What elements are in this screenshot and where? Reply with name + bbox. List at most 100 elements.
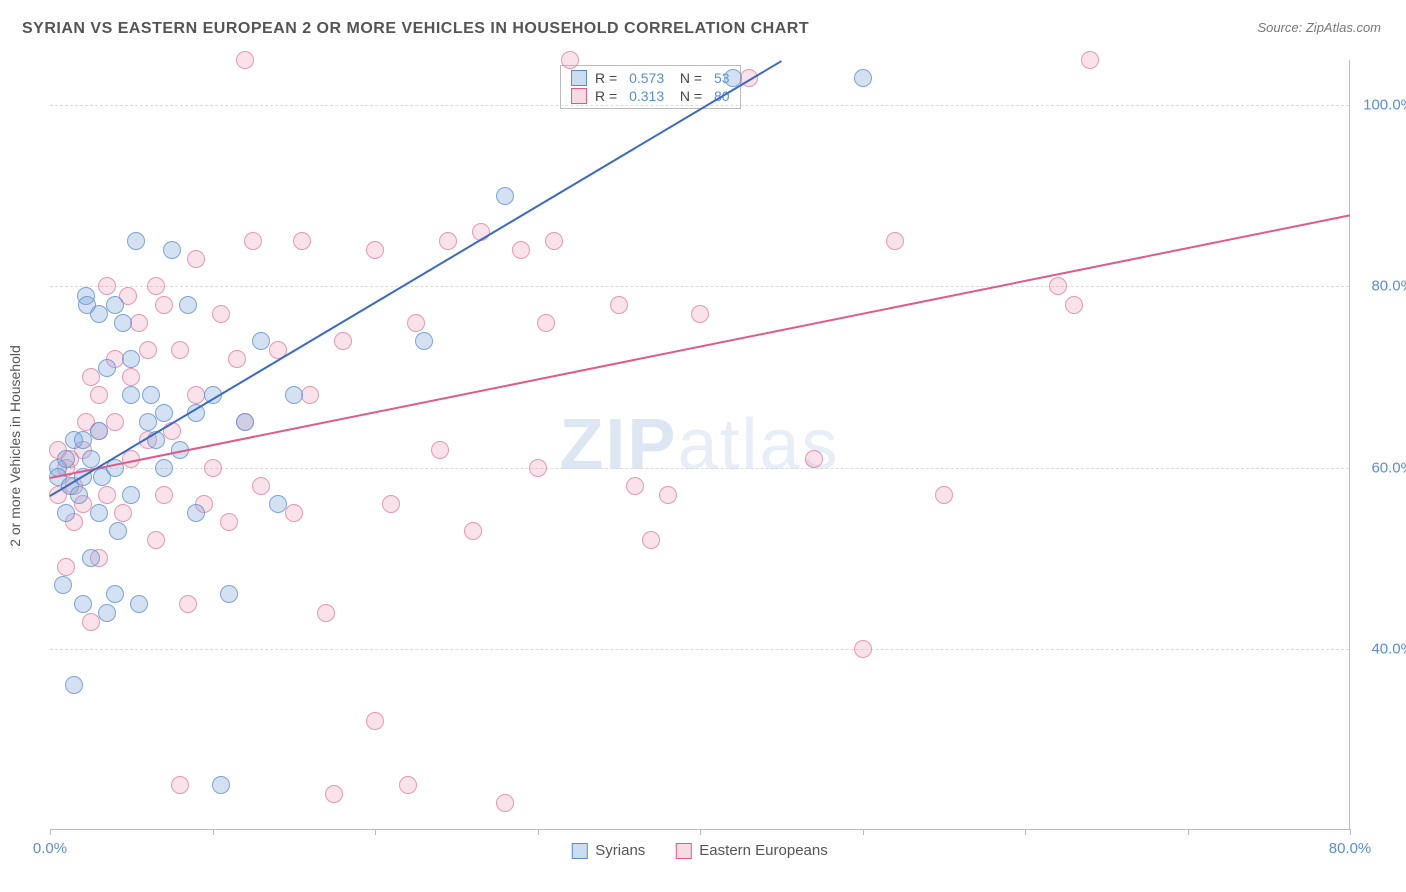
scatter-point-syrians: [82, 549, 100, 567]
scatter-point-eastern-europeans: [155, 296, 173, 314]
scatter-point-eastern-europeans: [171, 776, 189, 794]
scatter-point-syrians: [90, 504, 108, 522]
gridline: [50, 286, 1349, 287]
x-tick: [1350, 829, 1351, 835]
scatter-point-eastern-europeans: [252, 477, 270, 495]
scatter-point-eastern-europeans: [171, 341, 189, 359]
scatter-point-eastern-europeans: [512, 241, 530, 259]
scatter-point-eastern-europeans: [98, 486, 116, 504]
scatter-point-eastern-europeans: [98, 277, 116, 295]
scatter-point-eastern-europeans: [659, 486, 677, 504]
scatter-point-eastern-europeans: [691, 305, 709, 323]
x-tick: [213, 829, 214, 835]
scatter-point-syrians: [54, 576, 72, 594]
scatter-point-eastern-europeans: [642, 531, 660, 549]
scatter-point-eastern-europeans: [561, 51, 579, 69]
scatter-point-eastern-europeans: [439, 232, 457, 250]
scatter-point-eastern-europeans: [122, 368, 140, 386]
x-tick: [1025, 829, 1026, 835]
scatter-plot-area: ZIPatlas R = 0.573 N = 53 R = 0.313 N = …: [50, 60, 1350, 830]
scatter-point-eastern-europeans: [464, 522, 482, 540]
scatter-point-syrians: [98, 359, 116, 377]
x-tick-label: 0.0%: [33, 840, 67, 857]
scatter-point-eastern-europeans: [90, 386, 108, 404]
scatter-point-syrians: [854, 69, 872, 87]
swatch-icon: [675, 843, 691, 859]
y-tick-label: 80.0%: [1371, 278, 1406, 295]
scatter-point-syrians: [127, 232, 145, 250]
scatter-point-syrians: [70, 486, 88, 504]
swatch-icon: [571, 843, 587, 859]
scatter-point-syrians: [57, 450, 75, 468]
y-axis-label: 2 or more Vehicles in Household: [7, 345, 23, 547]
scatter-point-eastern-europeans: [431, 441, 449, 459]
scatter-point-eastern-europeans: [204, 459, 222, 477]
scatter-point-syrians: [163, 241, 181, 259]
scatter-point-syrians: [122, 350, 140, 368]
y-tick-label: 100.0%: [1363, 97, 1406, 114]
scatter-point-eastern-europeans: [805, 450, 823, 468]
gridline: [50, 105, 1349, 106]
scatter-point-syrians: [109, 522, 127, 540]
scatter-point-syrians: [285, 386, 303, 404]
scatter-point-syrians: [187, 504, 205, 522]
scatter-point-eastern-europeans: [114, 504, 132, 522]
scatter-point-syrians: [212, 776, 230, 794]
gridline: [50, 468, 1349, 469]
scatter-point-syrians: [57, 504, 75, 522]
scatter-point-eastern-europeans: [106, 413, 124, 431]
scatter-point-syrians: [236, 413, 254, 431]
scatter-point-eastern-europeans: [545, 232, 563, 250]
scatter-point-syrians: [122, 386, 140, 404]
scatter-point-eastern-europeans: [325, 785, 343, 803]
scatter-point-eastern-europeans: [179, 595, 197, 613]
scatter-point-eastern-europeans: [236, 51, 254, 69]
legend-item-eastern-europeans: Eastern Europeans: [675, 842, 827, 859]
scatter-point-syrians: [220, 585, 238, 603]
stat-row-eastern-europeans: R = 0.313 N = 80: [571, 88, 730, 104]
scatter-point-syrians: [65, 676, 83, 694]
scatter-point-eastern-europeans: [212, 305, 230, 323]
scatter-point-syrians: [496, 187, 514, 205]
x-tick: [863, 829, 864, 835]
scatter-point-eastern-europeans: [244, 232, 262, 250]
scatter-point-eastern-europeans: [57, 558, 75, 576]
source-attribution: Source: ZipAtlas.com: [1257, 20, 1381, 35]
scatter-point-eastern-europeans: [334, 332, 352, 350]
x-tick: [375, 829, 376, 835]
legend-item-syrians: Syrians: [571, 842, 645, 859]
scatter-point-syrians: [179, 296, 197, 314]
scatter-point-eastern-europeans: [301, 386, 319, 404]
scatter-point-eastern-europeans: [407, 314, 425, 332]
x-tick: [538, 829, 539, 835]
scatter-point-eastern-europeans: [366, 712, 384, 730]
scatter-point-eastern-europeans: [147, 531, 165, 549]
scatter-point-eastern-europeans: [82, 613, 100, 631]
scatter-point-syrians: [106, 585, 124, 603]
scatter-point-eastern-europeans: [139, 341, 157, 359]
scatter-point-eastern-europeans: [366, 241, 384, 259]
scatter-point-eastern-europeans: [285, 504, 303, 522]
scatter-point-syrians: [82, 450, 100, 468]
x-tick: [1188, 829, 1189, 835]
swatch-icon: [571, 88, 587, 104]
scatter-point-syrians: [114, 314, 132, 332]
scatter-point-eastern-europeans: [228, 350, 246, 368]
scatter-point-syrians: [98, 604, 116, 622]
x-tick: [700, 829, 701, 835]
scatter-point-eastern-europeans: [293, 232, 311, 250]
scatter-point-eastern-europeans: [220, 513, 238, 531]
scatter-point-eastern-europeans: [1081, 51, 1099, 69]
scatter-point-syrians: [130, 595, 148, 613]
scatter-point-syrians: [74, 595, 92, 613]
scatter-point-syrians: [252, 332, 270, 350]
legend: Syrians Eastern Europeans: [571, 842, 827, 859]
scatter-point-syrians: [142, 386, 160, 404]
scatter-point-eastern-europeans: [1065, 296, 1083, 314]
scatter-point-eastern-europeans: [399, 776, 417, 794]
scatter-point-syrians: [90, 305, 108, 323]
scatter-point-eastern-europeans: [537, 314, 555, 332]
scatter-point-syrians: [74, 431, 92, 449]
scatter-point-eastern-europeans: [626, 477, 644, 495]
scatter-point-syrians: [155, 459, 173, 477]
